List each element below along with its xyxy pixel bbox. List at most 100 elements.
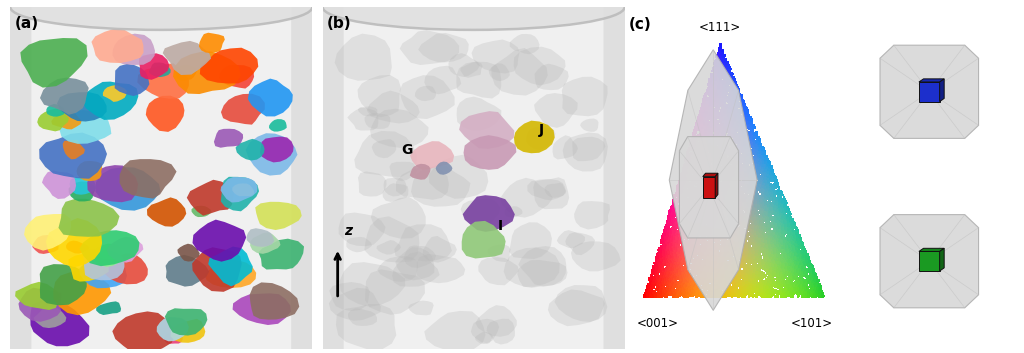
Point (736, 117, 753, 122)
Point (705, 174, 721, 179)
Point (691, 261, 708, 266)
Point (734, 217, 751, 222)
Point (791, 256, 807, 262)
Point (727, 101, 743, 106)
Point (708, 149, 724, 155)
Point (703, 226, 720, 232)
Point (668, 269, 684, 275)
Point (768, 264, 784, 269)
Point (751, 173, 767, 179)
Point (682, 167, 698, 173)
Point (664, 214, 680, 219)
Point (690, 187, 707, 193)
Point (736, 131, 753, 137)
Point (688, 236, 705, 241)
Point (762, 258, 778, 263)
Point (729, 212, 745, 218)
Point (697, 227, 714, 232)
Point (716, 191, 732, 197)
Point (719, 264, 735, 270)
Point (688, 156, 705, 162)
Point (690, 137, 707, 143)
Point (730, 145, 746, 151)
Point (732, 242, 749, 247)
Point (735, 157, 752, 163)
Point (678, 201, 694, 207)
Point (666, 266, 682, 271)
Point (761, 161, 777, 166)
Point (657, 269, 674, 275)
Point (790, 279, 806, 285)
Point (785, 247, 802, 253)
Point (721, 273, 737, 278)
Point (715, 248, 731, 254)
Point (710, 271, 726, 277)
Point (714, 218, 730, 224)
Point (720, 217, 736, 223)
Point (688, 294, 705, 299)
Point (750, 219, 766, 224)
Point (691, 191, 708, 197)
Point (784, 238, 801, 244)
Point (698, 116, 715, 122)
Point (708, 112, 724, 118)
Point (689, 256, 706, 262)
Point (748, 289, 764, 295)
Point (732, 282, 749, 288)
Point (737, 137, 754, 143)
Point (758, 213, 774, 219)
Point (680, 249, 696, 254)
Point (765, 274, 781, 280)
Point (706, 255, 722, 261)
Point (725, 223, 741, 229)
Point (687, 227, 703, 233)
Point (734, 210, 751, 216)
Point (743, 142, 760, 147)
Point (645, 294, 662, 299)
Point (684, 213, 700, 219)
Point (660, 262, 677, 268)
Point (750, 238, 766, 244)
Point (667, 202, 683, 207)
Point (729, 253, 745, 259)
Point (690, 193, 707, 199)
Point (753, 291, 769, 297)
Point (762, 258, 778, 264)
Point (740, 248, 757, 254)
Point (684, 232, 700, 238)
Point (731, 244, 748, 250)
Point (666, 210, 682, 216)
Point (657, 278, 674, 283)
Point (722, 97, 738, 102)
Point (748, 186, 764, 192)
Point (703, 192, 720, 198)
Point (731, 233, 748, 239)
Point (715, 158, 731, 164)
Point (697, 263, 714, 268)
Point (716, 291, 732, 296)
Point (725, 137, 741, 143)
Point (685, 236, 701, 241)
Point (727, 102, 743, 108)
Point (707, 137, 723, 143)
Point (708, 258, 724, 264)
Point (705, 100, 721, 106)
Point (685, 174, 701, 180)
Point (719, 84, 735, 90)
Point (740, 241, 757, 247)
Polygon shape (365, 113, 390, 129)
Point (667, 205, 683, 210)
Point (713, 149, 729, 154)
Point (796, 294, 812, 300)
Point (735, 288, 752, 293)
Point (724, 107, 740, 112)
Point (674, 195, 690, 201)
Point (733, 206, 750, 211)
Point (756, 285, 772, 291)
Point (707, 245, 723, 251)
Point (720, 97, 736, 103)
Point (752, 195, 768, 201)
Point (742, 246, 759, 252)
Point (769, 212, 785, 217)
Point (667, 293, 683, 298)
